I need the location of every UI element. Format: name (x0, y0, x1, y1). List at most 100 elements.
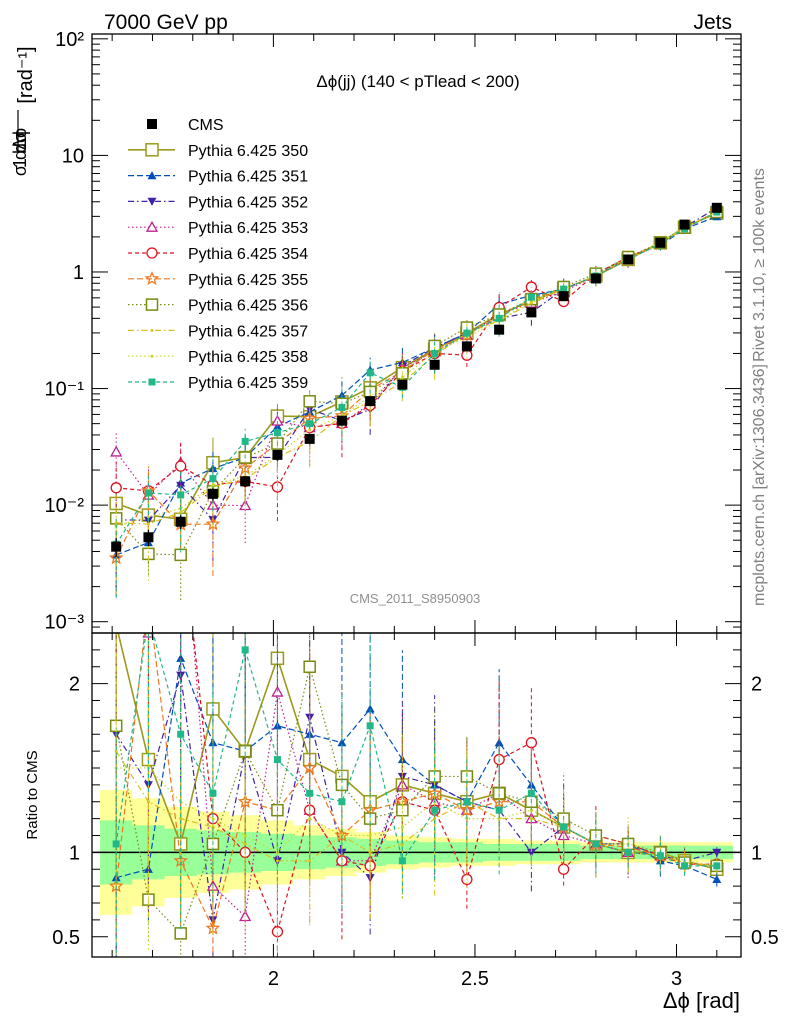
x-axis-label: Δϕ [rad] (663, 988, 740, 1013)
data-point (397, 379, 408, 390)
data-point (368, 850, 372, 854)
data-point (302, 760, 317, 775)
series-9-ratio (114, 633, 719, 950)
series-line (115, 211, 718, 545)
legend-marker (150, 328, 154, 332)
series-line (147, 633, 717, 918)
ratio-tick-label: 0.5 (52, 927, 80, 949)
data-point (143, 593, 154, 604)
ratio-tick-label: 1 (751, 842, 762, 864)
data-point (655, 237, 666, 248)
data-point (461, 341, 472, 352)
series-line (116, 767, 717, 867)
chart-title: Δϕ(jj) (140 < pTlead < 200) (316, 72, 519, 91)
data-point (529, 808, 533, 812)
data-point (495, 314, 503, 322)
legend-entry: CMS (147, 117, 224, 134)
rivet-label: Rivet 3.1.10, ≥ 100k events (751, 168, 768, 362)
legend-entry: Pythia 6.425 358 (128, 349, 308, 366)
data-point (271, 414, 284, 426)
data-point (366, 369, 374, 377)
data-point (656, 852, 664, 860)
data-point (590, 273, 601, 284)
y-axis-label-main: 1 dσ σ dΔϕ [rad⁻¹] (10, 46, 37, 176)
data-point (337, 738, 347, 747)
data-point (174, 927, 187, 940)
data-point (365, 704, 375, 713)
data-point (145, 613, 152, 620)
data-point (303, 395, 316, 408)
series-10-ratio (112, 613, 721, 957)
x-tick-label: 2 (268, 968, 279, 990)
y-tick-label: 1 (73, 262, 84, 284)
legend-label: Pythia 6.425 352 (188, 194, 308, 211)
data-point (306, 420, 314, 428)
data-point (557, 863, 570, 875)
data-point (179, 511, 183, 515)
data-point (111, 541, 122, 552)
data-point (463, 798, 471, 806)
data-point (241, 437, 249, 445)
legend-entry: Pythia 6.425 355 (128, 271, 308, 289)
data-point (679, 219, 690, 230)
legend-marker (146, 247, 158, 259)
data-point (431, 349, 439, 357)
data-point (558, 291, 569, 302)
legend-marker (145, 220, 159, 232)
data-point (273, 429, 281, 437)
data-point (463, 329, 471, 337)
y-tick-label: 10⁻¹ (45, 379, 85, 401)
series-3-ratio (111, 633, 722, 957)
data-point (712, 848, 722, 857)
y-tick-label: 10 (62, 145, 84, 167)
x-tick-label: 3 (671, 968, 682, 990)
legend-marker (148, 378, 156, 386)
y-tick-label: 10⁻² (45, 495, 85, 517)
series-8-main (114, 210, 719, 595)
data-point (209, 789, 217, 797)
series-line (115, 633, 717, 867)
data-point (365, 396, 376, 407)
series-line (116, 211, 718, 527)
data-point (211, 817, 215, 821)
data-point (240, 476, 251, 487)
data-point (272, 449, 283, 460)
legend-label: Pythia 6.425 355 (188, 272, 308, 289)
data-point (712, 874, 722, 883)
data-point (526, 307, 537, 318)
data-point (494, 324, 505, 335)
data-point (306, 789, 314, 797)
legend-marker (147, 197, 157, 206)
series-7-ratio (109, 633, 724, 957)
data-point (144, 489, 152, 497)
legend-label: Pythia 6.425 353 (188, 220, 308, 237)
data-point (338, 403, 346, 411)
data-point (112, 840, 120, 848)
legend-label: Pythia 6.425 357 (188, 323, 308, 340)
legend-marker (145, 143, 159, 157)
series-2-main (111, 212, 722, 597)
data-point (110, 482, 122, 494)
data-point (711, 202, 722, 213)
data-point (175, 460, 187, 472)
legend-entry: Pythia 6.425 353 (128, 220, 308, 237)
data-point (110, 445, 123, 457)
legend-label: Pythia 6.425 354 (188, 246, 308, 263)
data-point (303, 660, 316, 673)
axes: 2 2.5 3 10⁻³ 10⁻² 10⁻¹ 1 10 10² 0.5 0.5 1 1 2 2 (45, 29, 779, 990)
ratio-frame (91, 632, 742, 958)
mcplots-label: mcplots.cern.ch [arXiv:1306.3436] (751, 364, 768, 606)
y-axis-label-ratio: Ratio to CMS (24, 750, 41, 839)
data-point (400, 825, 404, 829)
data-point (400, 842, 404, 846)
x-tick-label: 2.5 (461, 968, 489, 990)
data-point (560, 823, 568, 831)
data-point (211, 483, 215, 487)
legend-marker (145, 298, 159, 311)
legend-label: Pythia 6.425 359 (188, 375, 308, 392)
ratio-tick-label: 2 (69, 674, 80, 696)
data-point (146, 800, 150, 804)
data-point (207, 488, 218, 499)
legend-entry: Pythia 6.425 356 (128, 298, 308, 315)
